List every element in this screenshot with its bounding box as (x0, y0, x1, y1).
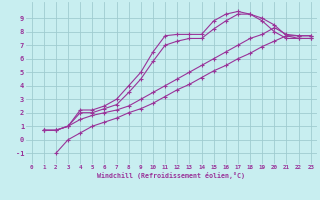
X-axis label: Windchill (Refroidissement éolien,°C): Windchill (Refroidissement éolien,°C) (97, 172, 245, 179)
